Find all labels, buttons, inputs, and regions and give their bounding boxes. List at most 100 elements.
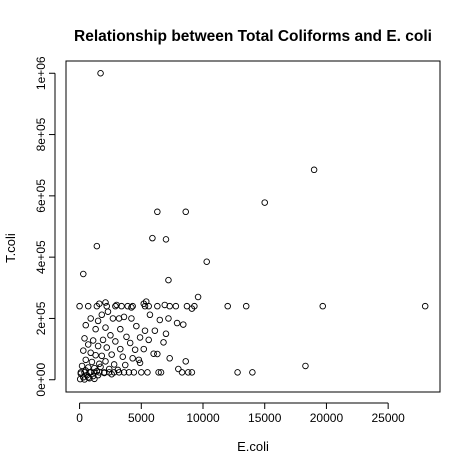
- x-axis: 0 5000 10000 15000 20000 25000: [76, 402, 405, 425]
- data-point: [144, 369, 151, 376]
- data-point: [234, 369, 241, 376]
- data-point: [136, 334, 144, 341]
- data-point: [141, 327, 149, 334]
- data-point: [421, 302, 429, 310]
- data-point: [123, 333, 130, 341]
- data-point: [101, 369, 108, 376]
- data-point: [136, 359, 144, 367]
- data-point: [175, 365, 182, 373]
- data-point: [124, 302, 131, 310]
- data-point: [80, 270, 87, 278]
- data-point: [149, 234, 156, 242]
- data-point: [154, 302, 161, 310]
- data-point: [184, 369, 192, 376]
- data-point: [119, 353, 127, 361]
- data-point: [105, 369, 113, 376]
- data-point: [261, 199, 268, 206]
- data-point: [310, 166, 318, 174]
- data-point: [102, 324, 109, 331]
- data-point: [130, 369, 138, 376]
- data-point: [92, 351, 99, 359]
- data-point: [115, 369, 123, 376]
- data-point: [135, 356, 143, 364]
- data-point: [81, 369, 88, 376]
- y-tick-label: 4e+05: [34, 240, 48, 274]
- data-point: [97, 70, 104, 77]
- data-point: [82, 321, 89, 329]
- data-point: [84, 302, 92, 310]
- data-point: [87, 315, 94, 322]
- data-point: [188, 369, 196, 376]
- x-tick-label: 10000: [186, 411, 220, 425]
- data-point: [249, 369, 256, 376]
- chart-title: Relationship between Total Coliforms and…: [74, 28, 432, 45]
- data-point: [112, 338, 119, 345]
- data-point: [89, 337, 97, 344]
- data-point: [88, 358, 96, 366]
- data-point: [77, 369, 85, 376]
- data-point: [145, 336, 152, 344]
- data-point: [81, 376, 88, 383]
- y-tick-label: 1e+06: [34, 56, 48, 90]
- data-point: [138, 369, 145, 376]
- x-tick-label: 0: [76, 411, 83, 425]
- data-point: [110, 361, 118, 368]
- data-point: [172, 302, 180, 310]
- data-point: [120, 369, 128, 376]
- data-point: [161, 301, 168, 309]
- data-point: [180, 321, 187, 328]
- data-point: [113, 301, 120, 309]
- data-point: [120, 313, 128, 321]
- data-point: [182, 358, 189, 365]
- y-tick-label: 6e+05: [34, 179, 48, 213]
- data-point: [129, 302, 136, 310]
- y-axis-label: T.coli: [3, 233, 18, 263]
- data-point: [156, 316, 164, 324]
- data-point: [117, 345, 124, 353]
- data-point: [125, 369, 133, 376]
- data-point: [94, 317, 102, 325]
- data-point: [128, 315, 135, 322]
- y-tick-label: 0e+00: [34, 363, 48, 397]
- data-point: [93, 242, 101, 250]
- data-point: [92, 325, 99, 333]
- y-tick-label: 8e+05: [34, 117, 48, 151]
- data-point: [96, 369, 103, 376]
- data-point: [76, 302, 83, 310]
- y-axis: 0e+00 2e+05 4e+05 6e+05 8e+05 1e+06: [34, 56, 56, 397]
- data-point: [91, 369, 98, 376]
- data-point: [80, 347, 87, 354]
- data-point: [242, 302, 250, 310]
- plot-frame: [65, 60, 441, 393]
- data-point: [154, 350, 161, 358]
- data-point: [160, 339, 167, 346]
- data-point: [162, 330, 170, 338]
- y-tick-label: 2e+05: [34, 301, 48, 335]
- x-axis-label: E.coli: [237, 439, 269, 454]
- data-point: [84, 374, 92, 381]
- data-point: [103, 302, 110, 310]
- x-tick-label: 20000: [310, 411, 344, 425]
- data-point: [194, 293, 202, 301]
- data-point: [78, 362, 86, 370]
- data-point: [151, 327, 159, 334]
- data-point: [224, 302, 231, 310]
- data-point: [105, 365, 113, 373]
- data-point: [126, 339, 134, 347]
- data-point: [99, 336, 107, 344]
- data-point: [165, 315, 172, 322]
- data-point: [162, 236, 170, 243]
- x-tick-label: 25000: [371, 411, 405, 425]
- data-point: [178, 369, 186, 376]
- data-point: [96, 360, 103, 368]
- data-point: [173, 319, 181, 327]
- data-point: [108, 351, 115, 358]
- x-tick-label: 5000: [128, 411, 155, 425]
- data-point: [82, 356, 89, 364]
- data-point: [142, 298, 150, 305]
- data-point: [117, 325, 124, 333]
- data-point: [86, 369, 93, 376]
- data-point: [96, 300, 103, 307]
- data-point: [128, 304, 135, 311]
- data-point: [91, 375, 98, 383]
